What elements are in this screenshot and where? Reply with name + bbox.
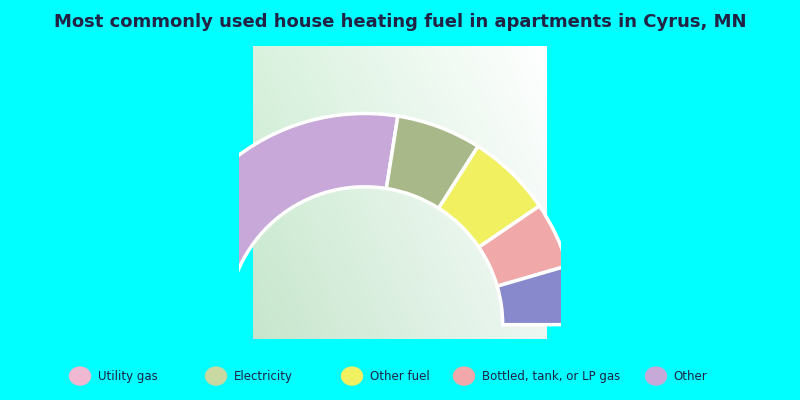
Wedge shape bbox=[479, 206, 568, 286]
Text: Most commonly used house heating fuel in apartments in Cyrus, MN: Most commonly used house heating fuel in… bbox=[54, 13, 746, 31]
Text: Bottled, tank, or LP gas: Bottled, tank, or LP gas bbox=[482, 370, 620, 382]
Wedge shape bbox=[438, 146, 539, 247]
Ellipse shape bbox=[341, 366, 363, 386]
Wedge shape bbox=[154, 114, 398, 325]
Text: Utility gas: Utility gas bbox=[98, 370, 158, 382]
Ellipse shape bbox=[205, 366, 227, 386]
Wedge shape bbox=[386, 116, 478, 208]
Ellipse shape bbox=[645, 366, 667, 386]
Wedge shape bbox=[497, 266, 576, 325]
Text: Electricity: Electricity bbox=[234, 370, 293, 382]
Text: Other fuel: Other fuel bbox=[370, 370, 430, 382]
Ellipse shape bbox=[453, 366, 475, 386]
Text: Other: Other bbox=[674, 370, 707, 382]
Ellipse shape bbox=[69, 366, 91, 386]
